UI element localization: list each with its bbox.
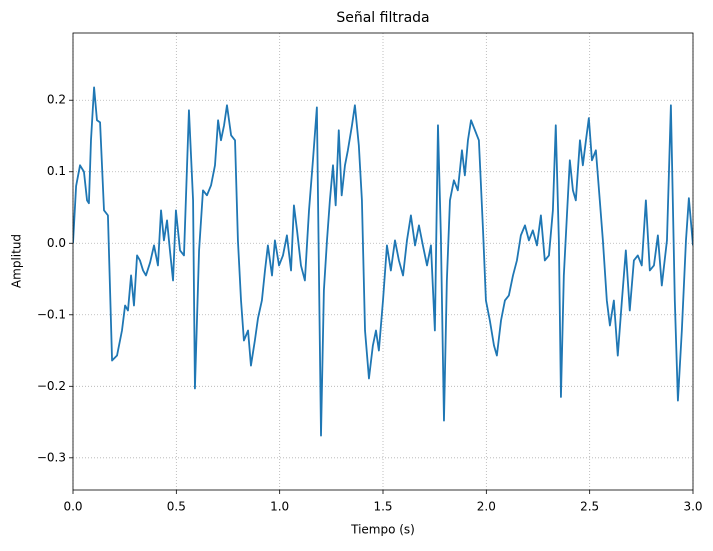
x-tick-label: 1.0: [270, 500, 289, 514]
x-tick-label: 1.5: [373, 500, 392, 514]
x-tick-label: 0.5: [167, 500, 186, 514]
y-tick-label: 0.0: [47, 236, 66, 250]
x-tick-label: 2.5: [580, 500, 599, 514]
x-tick-label: 2.0: [477, 500, 496, 514]
plot-frame: [72, 32, 694, 491]
y-tick-label: −0.3: [37, 450, 66, 464]
line-series: [73, 86, 693, 437]
x-tick-label: 3.0: [683, 500, 702, 514]
x-tick-label: 0.0: [63, 500, 82, 514]
x-axis-label: Tiempo (s): [350, 523, 415, 537]
y-tick-label: −0.1: [37, 307, 66, 321]
y-tick-label: 0.2: [47, 93, 66, 107]
chart-title: Señal filtrada: [336, 10, 429, 26]
y-tick-label: 0.1: [47, 164, 66, 178]
y-axis-label: Amplitud: [10, 234, 24, 288]
y-tick-label: −0.2: [37, 379, 66, 393]
